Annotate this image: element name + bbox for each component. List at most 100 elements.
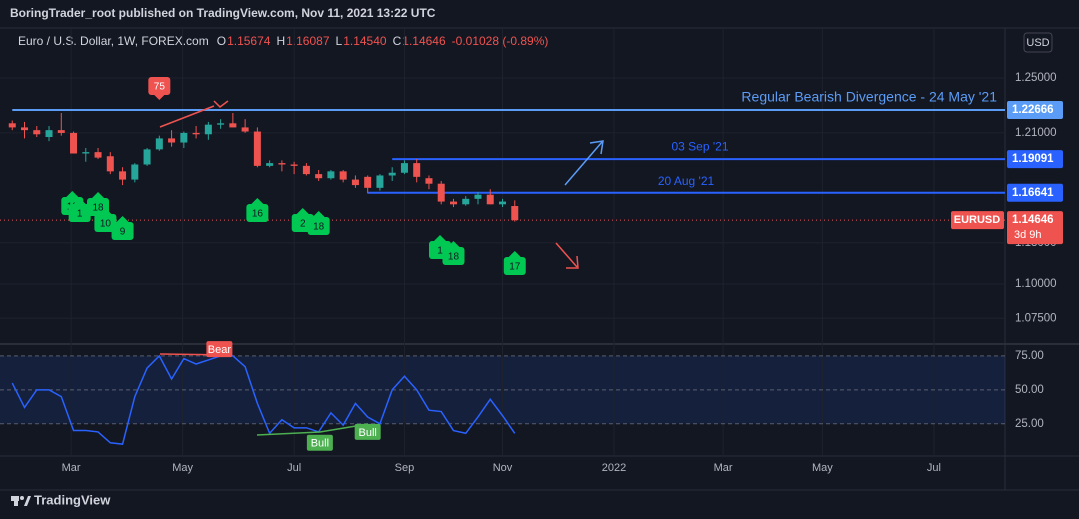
badge-text: 16 [252,209,264,220]
wave-badge: 17 [503,250,526,275]
candle-body [302,165,310,175]
badge-text: 75 [154,82,166,93]
logo [11,496,31,506]
rsi-line [11,354,516,445]
down-arrow [555,242,578,268]
level-text: 20 Aug '21 [658,174,715,188]
y-tick-label: 1.21000 [1015,127,1057,139]
wave-badge: 16 [246,197,269,222]
badge-pointer [153,93,166,100]
down-arrow-head [566,255,579,269]
x-tick-label: May [172,462,193,474]
badge-pointer [99,207,112,214]
candle-body [21,127,29,131]
candle-body [229,123,237,128]
level-price: 1.19091 [1012,153,1054,165]
currency[interactable]: USD [1026,37,1049,49]
wave-badge: 10 [94,207,117,232]
up-arrow-head [589,140,604,155]
rsi-annotation: Bull [354,423,381,440]
level-text: Regular Bearish Divergence - 24 May '21 [741,89,997,105]
x-tick-label: Nov [493,462,513,474]
candle-body [413,163,421,177]
annotation-box [354,423,381,440]
rsi-tick-label: 25.00 [1015,418,1044,430]
level-text: 03 Sep '21 [671,139,728,153]
candle-body [168,138,176,143]
up-arrow [564,141,603,186]
badge-text: 18 [313,222,325,233]
level-price-badge [1007,183,1063,202]
header-part: L [336,34,343,48]
badge-pointer [251,197,264,204]
badge-pointer [66,190,79,197]
header-part: Euro / U.S. Dollar, 1W, FOREX.com [18,34,209,48]
x-tick-label: Mar [62,462,81,474]
candle-body [180,132,188,143]
level-price: 1.16641 [1012,187,1054,199]
candle-body [474,194,482,199]
wave-badge: 9 [111,215,134,240]
badge-box [68,203,91,222]
candle-body [119,171,127,180]
wave-badge: 1 [68,197,91,222]
plot: Mar May Jul Sep Nov 2022 Mar May Jul 1.25000 1.210… [0,28,1063,474]
badge-box [94,213,117,232]
header-part: 1.14646 [402,34,446,48]
x-tick-label: Jul [927,462,941,474]
candle-body [155,138,163,150]
badge-text: 18 [92,203,104,214]
badge-text: 9 [120,227,126,238]
candle-body [94,152,102,158]
badge-pointer [296,207,309,214]
rsi-tick-label: 50.00 [1015,384,1044,396]
annotation-text: Bear [208,344,232,356]
annotation-text: Bull [359,427,377,439]
wave-badge: 18 [307,211,330,236]
candle-body [400,163,408,173]
header-part: 1.14540 [343,34,387,48]
level-price: 1.22666 [1012,104,1054,116]
badge-text: 1 [437,246,443,257]
badge-pointer [92,192,105,199]
badge-pointer [508,250,521,257]
badge-box [503,256,526,275]
badge-text: 1 [77,209,83,220]
candle-body [253,131,261,166]
candle-body [511,206,519,221]
candle-body [486,194,494,205]
badge-box [442,246,465,265]
badge-box [111,221,134,240]
candle-body [217,123,225,125]
annotation-box [306,434,333,451]
candle-body [449,201,457,205]
rsi-annotation: Bear [206,341,233,358]
ticker: EURUSD [954,214,1001,226]
badge-pointer [312,211,325,218]
candle-body [192,132,200,135]
badge-text: 17 [509,262,521,273]
candle-body [351,179,359,186]
candle-body [204,124,212,135]
rsi-bull-line [256,423,369,436]
x-tick-label: Mar [714,462,733,474]
candle-body [57,130,65,133]
y-tick-label: 1.07500 [1015,312,1057,324]
y-tick-label: 1.25000 [1015,72,1057,84]
badge-pointer [73,197,86,204]
candle-body [241,127,249,132]
y-tick-label: 1.10000 [1015,278,1057,290]
badge-box [148,76,171,95]
rsi-divergence-line [159,353,233,356]
header-part: O [217,34,226,48]
candle-body [315,174,323,179]
rsi-tick-label: 75.00 [1015,350,1044,362]
price-badge [1007,211,1063,245]
wave-badge: 75 [148,76,171,100]
badge-pointer [447,240,460,247]
candle-body [376,175,384,188]
currency-button[interactable] [1023,32,1053,53]
badge-text: 10 [100,219,112,230]
level-price-badge [1007,101,1063,120]
countdown: 3d 9h [1014,229,1042,241]
